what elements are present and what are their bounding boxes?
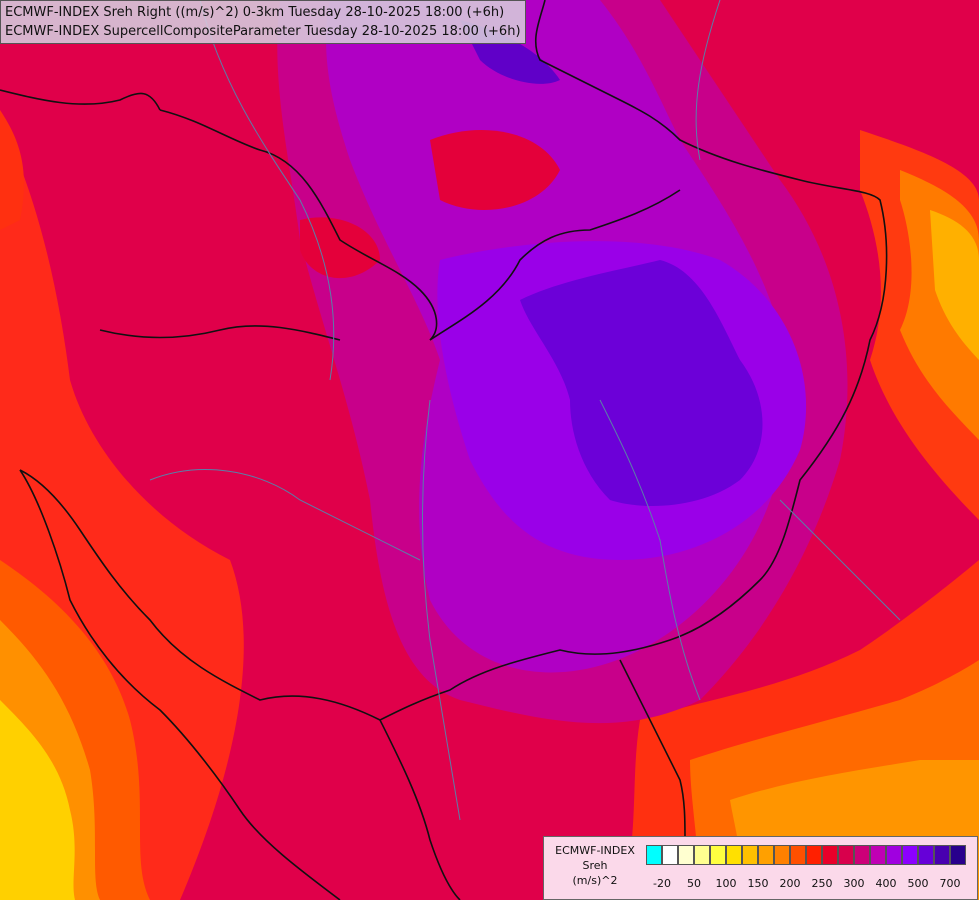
legend-title: ECMWF-INDEX Sreh (m/s)^2 <box>548 843 642 888</box>
legend-tick-label: 300 <box>843 877 865 890</box>
legend-line-3: (m/s)^2 <box>572 874 618 887</box>
legend-tick-label: 400 <box>875 877 897 890</box>
legend-swatch <box>854 845 870 865</box>
legend-tick-label: 500 <box>907 877 929 890</box>
legend-swatch <box>742 845 758 865</box>
legend-swatch <box>902 845 918 865</box>
legend-swatch <box>870 845 886 865</box>
legend-tick-label: 250 <box>811 877 833 890</box>
legend-line-2: Sreh <box>582 859 608 872</box>
legend-swatch <box>646 845 662 865</box>
legend-tick-label: 200 <box>779 877 801 890</box>
legend-swatch <box>838 845 854 865</box>
legend-swatch <box>934 845 950 865</box>
legend-tick-label: 100 <box>715 877 737 890</box>
title-line-1: ECMWF-INDEX Sreh Right ((m/s)^2) 0-3km T… <box>5 5 505 20</box>
legend-swatch <box>806 845 822 865</box>
legend-swatch <box>678 845 694 865</box>
legend-tick-label: 700 <box>939 877 961 890</box>
legend-swatch <box>886 845 902 865</box>
legend-line-1: ECMWF-INDEX <box>555 844 635 857</box>
legend-swatch <box>918 845 934 865</box>
color-legend: ECMWF-INDEX Sreh (m/s)^2 -20 50 100 150 200 2… <box>543 836 978 900</box>
legend-swatch <box>710 845 726 865</box>
title-line-2: ECMWF-INDEX SupercellCompositeParameter … <box>5 24 521 39</box>
legend-tick-label: -20 <box>653 877 671 890</box>
legend-swatch <box>790 845 806 865</box>
legend-tick-label: 150 <box>747 877 769 890</box>
legend-swatch <box>758 845 774 865</box>
legend-swatch <box>662 845 678 865</box>
legend-swatch <box>822 845 838 865</box>
legend-swatch <box>774 845 790 865</box>
legend-tick-label: 50 <box>687 877 701 890</box>
legend-swatch <box>694 845 710 865</box>
legend-swatch <box>726 845 742 865</box>
legend-swatch <box>950 845 966 865</box>
title-box: ECMWF-INDEX Sreh Right ((m/s)^2) 0-3km T… <box>0 0 526 44</box>
